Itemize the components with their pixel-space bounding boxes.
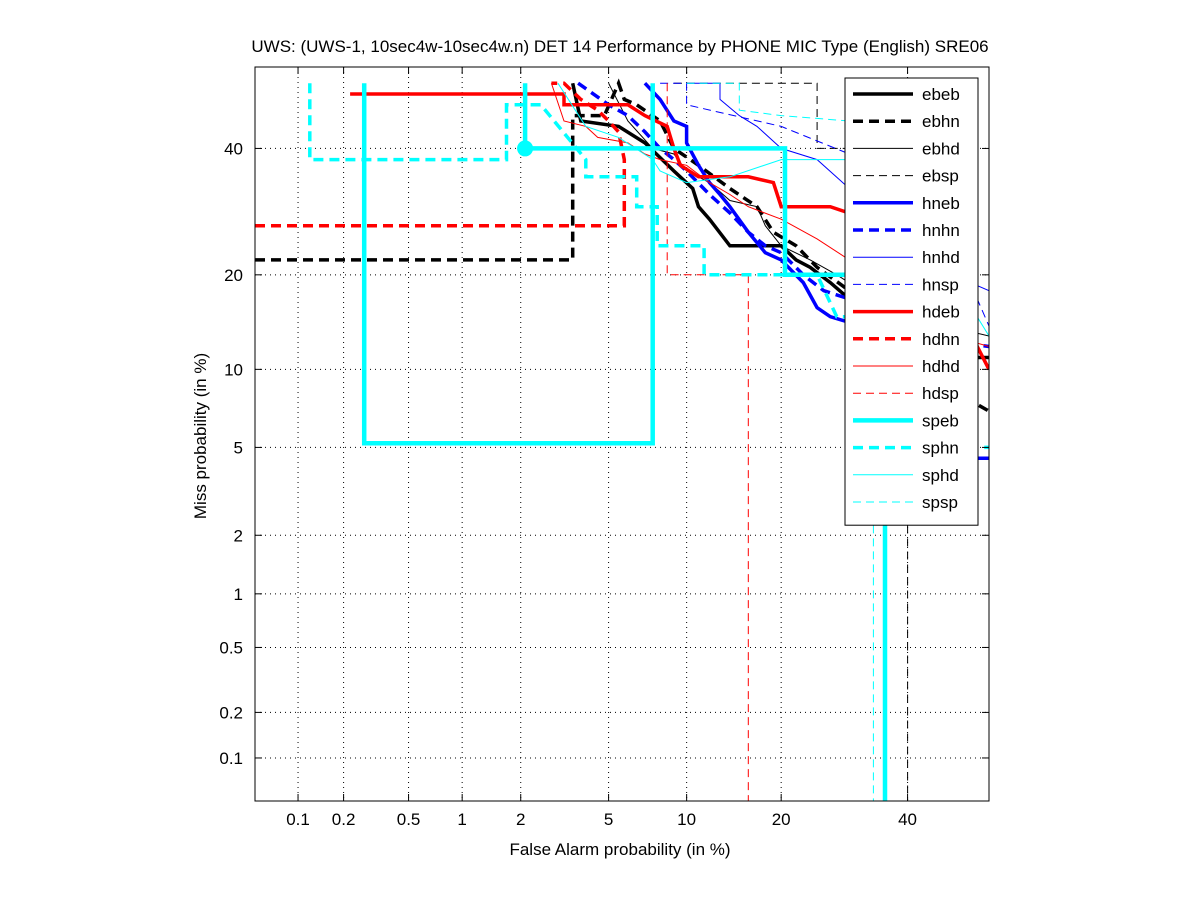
legend-label-hneb: hneb — [922, 194, 960, 213]
y-tick-label: 10 — [224, 360, 243, 379]
x-tick-label: 20 — [772, 810, 791, 829]
legend-label-hdsp: hdsp — [922, 384, 959, 403]
x-tick-label: 40 — [898, 810, 917, 829]
y-tick-label: 5 — [234, 438, 243, 457]
legend-label-ebhn: ebhn — [922, 112, 960, 131]
legend-label-hnhd: hnhd — [922, 248, 960, 267]
y-tick-label: 0.5 — [219, 638, 243, 657]
plot-frame — [254, 66, 990, 802]
series-sphn — [308, 83, 989, 450]
legend-label-ebsp: ebsp — [922, 167, 959, 186]
series-hdsp — [666, 83, 749, 801]
tick-layer: 0.1 0.2 0.5 1 2 5 10 20 40 0.1 0.2 0.5 1 2 5 10 20 40 — [219, 67, 989, 829]
x-tick-label: 0.5 — [397, 810, 421, 829]
x-tick-label: 2 — [516, 810, 525, 829]
y-tick-label: 0.2 — [219, 703, 243, 722]
chart-title: UWS: (UWS-1, 10sec4w-10sec4w.n) DET 14 P… — [251, 37, 988, 56]
y-tick-label: 1 — [234, 585, 243, 604]
y-tick-label: 20 — [224, 266, 243, 285]
series-layer — [255, 78, 989, 801]
legend-label-hdeb: hdeb — [922, 303, 960, 322]
legend: ebeb ebhn ebhd ebsp hneb hnhn hnhd hnsp hdeb hdhn… — [844, 77, 979, 526]
y-axis-label: Miss probability (in %) — [191, 353, 210, 519]
legend-label-sphd: sphd — [922, 466, 959, 485]
x-tick-label: 1 — [457, 810, 466, 829]
legend-label-hnsp: hnsp — [922, 275, 959, 294]
legend-label-hdhd: hdhd — [922, 357, 960, 376]
x-tick-label: 10 — [677, 810, 696, 829]
legend-label-ebeb: ebeb — [922, 85, 960, 104]
series-hdhn — [255, 81, 627, 228]
legend-box — [844, 77, 979, 526]
legend-label-hdhn: hdhn — [922, 330, 960, 349]
marker-operating-point — [517, 140, 534, 157]
x-axis-label: False Alarm probability (in %) — [509, 840, 730, 859]
legend-label-hnhn: hnhn — [922, 221, 960, 240]
series-speb — [361, 83, 655, 446]
x-tick-label: 0.2 — [332, 810, 356, 829]
series-ebsp — [673, 82, 909, 801]
legend-label-sphn: sphn — [922, 439, 959, 458]
x-tick-label: 5 — [604, 810, 613, 829]
legend-label-spsp: spsp — [922, 493, 958, 512]
x-tick-label: 0.1 — [286, 810, 310, 829]
y-tick-label: 40 — [224, 139, 243, 158]
legend-label-ebhd: ebhd — [922, 139, 960, 158]
y-tick-label: 2 — [234, 526, 243, 545]
y-tick-label: 0.1 — [219, 749, 243, 768]
legend-label-speb: speb — [922, 411, 959, 430]
